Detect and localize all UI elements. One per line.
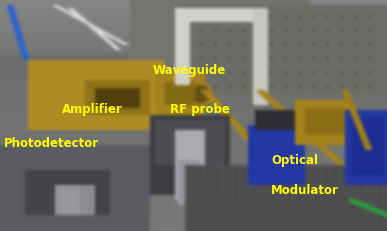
Text: RF probe: RF probe xyxy=(170,103,230,116)
Text: Optical: Optical xyxy=(271,154,318,167)
Text: Waveguide: Waveguide xyxy=(153,64,226,77)
Text: Photodetector: Photodetector xyxy=(4,137,99,150)
Text: Amplifier: Amplifier xyxy=(62,103,123,116)
Text: Modulator: Modulator xyxy=(271,184,339,197)
